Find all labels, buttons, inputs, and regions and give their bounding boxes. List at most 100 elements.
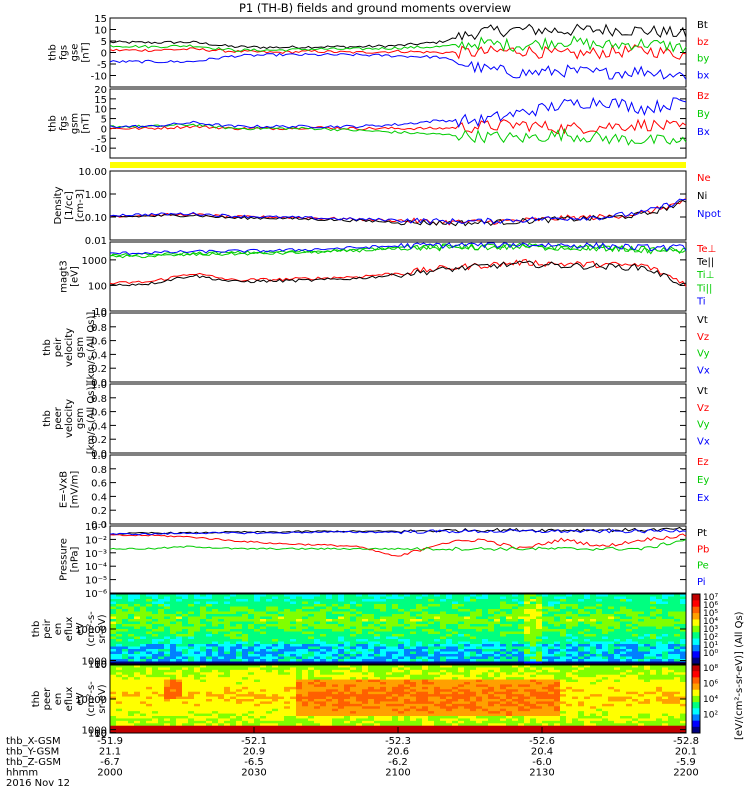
heatmap-cell — [278, 649, 285, 652]
heatmap-cell — [278, 696, 285, 700]
heatmap-cell — [626, 596, 633, 600]
heatmap-cell — [398, 654, 405, 657]
heatmap-cell — [452, 711, 459, 714]
heatmap-cell — [158, 661, 165, 665]
heatmap-cell — [662, 634, 669, 637]
heatmap-cell — [386, 667, 393, 671]
heatmap-cell — [314, 659, 321, 662]
heatmap-cell — [362, 661, 369, 665]
heatmap-cell — [338, 716, 345, 719]
heatmap-cell — [416, 626, 423, 630]
heatmap-cell — [338, 694, 345, 697]
heatmap-cell — [488, 667, 495, 671]
heatmap-cell — [374, 639, 381, 642]
heatmap-cell — [578, 604, 585, 607]
heatmap-cell — [506, 686, 513, 690]
heatmap-cell — [404, 711, 411, 714]
heatmap-cell — [428, 706, 435, 710]
heatmap-cell — [224, 609, 231, 612]
heatmap-cell — [206, 689, 213, 693]
heatmap-cell — [308, 720, 315, 724]
heatmap-cell — [242, 689, 249, 693]
heatmap-cell — [416, 703, 423, 707]
heatmap-cell — [656, 636, 663, 640]
heatmap-cell — [392, 599, 399, 602]
heatmap-cell — [362, 694, 369, 697]
heatmap-cell — [362, 609, 369, 612]
heatmap-cell — [464, 667, 471, 671]
heatmap-cell — [254, 654, 261, 657]
heatmap-cell — [266, 604, 273, 607]
y-tick-label: 10 — [94, 660, 107, 671]
heatmap-cell — [302, 723, 309, 727]
heatmap-cell — [386, 629, 393, 632]
heatmap-cell — [272, 708, 279, 712]
heatmap-cell — [446, 604, 453, 607]
heatmap-cell — [434, 699, 441, 702]
heatmap-cell — [254, 672, 261, 676]
heatmap-cell — [368, 711, 375, 714]
heatmap-cell — [314, 649, 321, 652]
heatmap-cell — [386, 616, 393, 620]
heatmap-cell — [644, 601, 651, 605]
heatmap-cell — [464, 609, 471, 612]
heatmap-cell — [524, 634, 531, 637]
heatmap-cell — [206, 651, 213, 655]
heatmap-cell — [512, 728, 519, 731]
heatmap-cell — [224, 723, 231, 727]
heatmap-cell — [500, 611, 507, 615]
heatmap-cell — [200, 624, 207, 627]
heatmap-cell — [230, 728, 237, 731]
heatmap-cell — [254, 728, 261, 731]
heatmap-cell — [296, 621, 303, 625]
heatmap-cell — [386, 703, 393, 707]
y-tick-label: 10⁻⁴ — [85, 562, 107, 573]
heatmap-cell — [644, 614, 651, 617]
heatmap-cell — [158, 631, 165, 635]
heatmap-cell — [392, 718, 399, 722]
heatmap-cell — [452, 718, 459, 722]
heatmap-cell — [230, 703, 237, 707]
heatmap-cell — [350, 718, 357, 722]
heatmap-cell — [188, 691, 195, 695]
heatmap-cell — [122, 616, 129, 620]
heatmap-cell — [638, 624, 645, 627]
heatmap-cell — [362, 616, 369, 620]
heatmap-cell — [440, 716, 447, 719]
heatmap-cell — [278, 713, 285, 717]
heatmap-cell — [536, 665, 543, 668]
heatmap-cell — [422, 665, 429, 668]
heatmap-cell — [146, 674, 153, 678]
heatmap-cell — [314, 601, 321, 605]
heatmap-cell — [266, 706, 273, 710]
heatmap-cell — [212, 646, 219, 650]
heatmap-cell — [140, 634, 147, 637]
heatmap-cell — [386, 706, 393, 710]
heatmap-cell — [494, 649, 501, 652]
heatmap-cell — [380, 725, 387, 729]
heatmap-cell — [482, 646, 489, 650]
heatmap-cell — [620, 626, 627, 630]
heatmap-cell — [314, 626, 321, 630]
heatmap-cell — [272, 614, 279, 617]
heatmap-cell — [458, 646, 465, 650]
heatmap-cell — [518, 624, 525, 627]
heatmap-cell — [500, 711, 507, 714]
heatmap-cell — [608, 619, 615, 622]
heatmap-cell — [326, 621, 333, 625]
heatmap-cell — [416, 614, 423, 617]
heatmap-cell — [434, 684, 441, 688]
heatmap-cell — [272, 730, 279, 734]
heatmap-cell — [230, 679, 237, 683]
heatmap-cell — [116, 636, 123, 640]
heatmap-cell — [482, 649, 489, 652]
heatmap-cell — [302, 713, 309, 717]
heatmap-cell — [434, 629, 441, 632]
heatmap-cell — [290, 699, 297, 702]
heatmap-cell — [284, 654, 291, 657]
heatmap-cell — [476, 694, 483, 697]
heatmap-cell — [188, 725, 195, 729]
heatmap-cell — [440, 596, 447, 600]
heatmap-cell — [314, 636, 321, 640]
heatmap-cell — [458, 725, 465, 729]
